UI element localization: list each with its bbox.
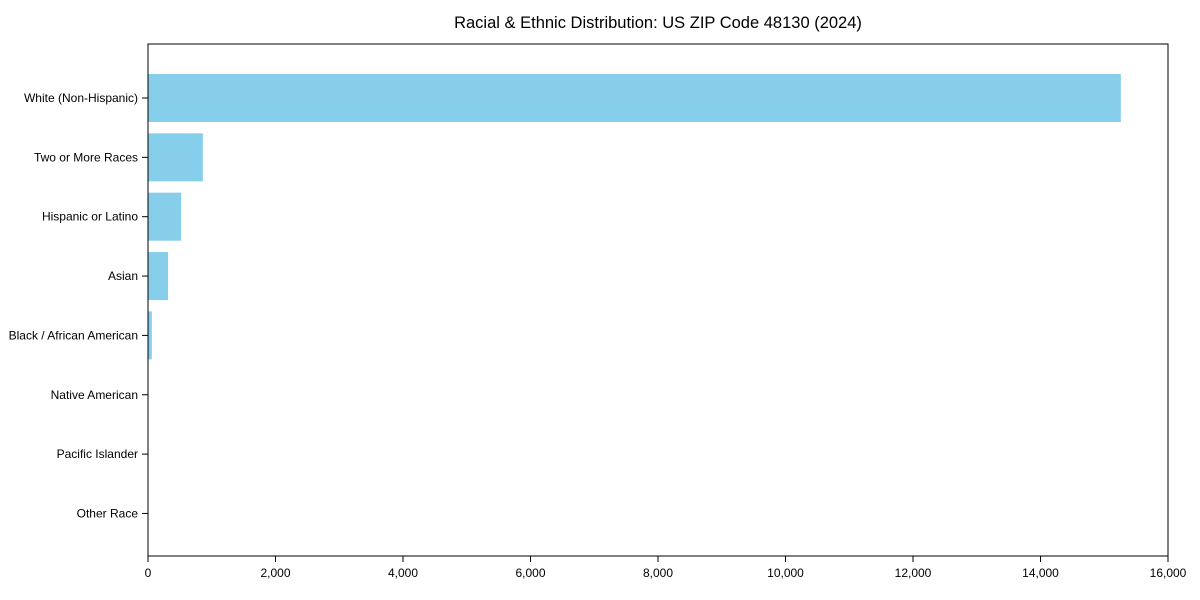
y-axis-tick-label: Native American (51, 388, 138, 402)
x-axis-tick-label: 12,000 (895, 566, 932, 580)
y-axis-tick-label: Other Race (77, 506, 139, 520)
bar (148, 252, 169, 301)
plot-border (147, 43, 1169, 557)
y-axis-tick-label: Hispanic or Latino (42, 210, 138, 224)
x-axis-tick-label: 0 (145, 566, 152, 580)
chart-title: Racial & Ethnic Distribution: US ZIP Cod… (454, 14, 862, 32)
y-axis-tick-label: Asian (108, 269, 138, 283)
bar (148, 133, 203, 182)
bar (148, 74, 1121, 122)
x-axis-tick-label: 8,000 (643, 566, 673, 580)
y-axis-tick-label: Black / African American (9, 328, 138, 342)
x-axis-tick-label: 16,000 (1150, 566, 1187, 580)
x-axis-tick-label: 10,000 (767, 566, 804, 580)
bar (148, 192, 182, 241)
y-axis-tick-label: Pacific Islander (57, 447, 138, 461)
x-axis-tick-label: 2,000 (260, 566, 290, 580)
x-axis-tick-label: 6,000 (515, 566, 545, 580)
plot-area: White (Non-Hispanic) Two or More Races His… (9, 74, 1187, 580)
y-axis-tick-label: White (Non-Hispanic) (24, 91, 138, 105)
x-axis-tick-label: 14,000 (1022, 566, 1059, 580)
bar (148, 311, 152, 360)
x-axis-tick-label: 4,000 (388, 566, 418, 580)
y-axis-tick-label: Two or More Races (34, 150, 138, 164)
